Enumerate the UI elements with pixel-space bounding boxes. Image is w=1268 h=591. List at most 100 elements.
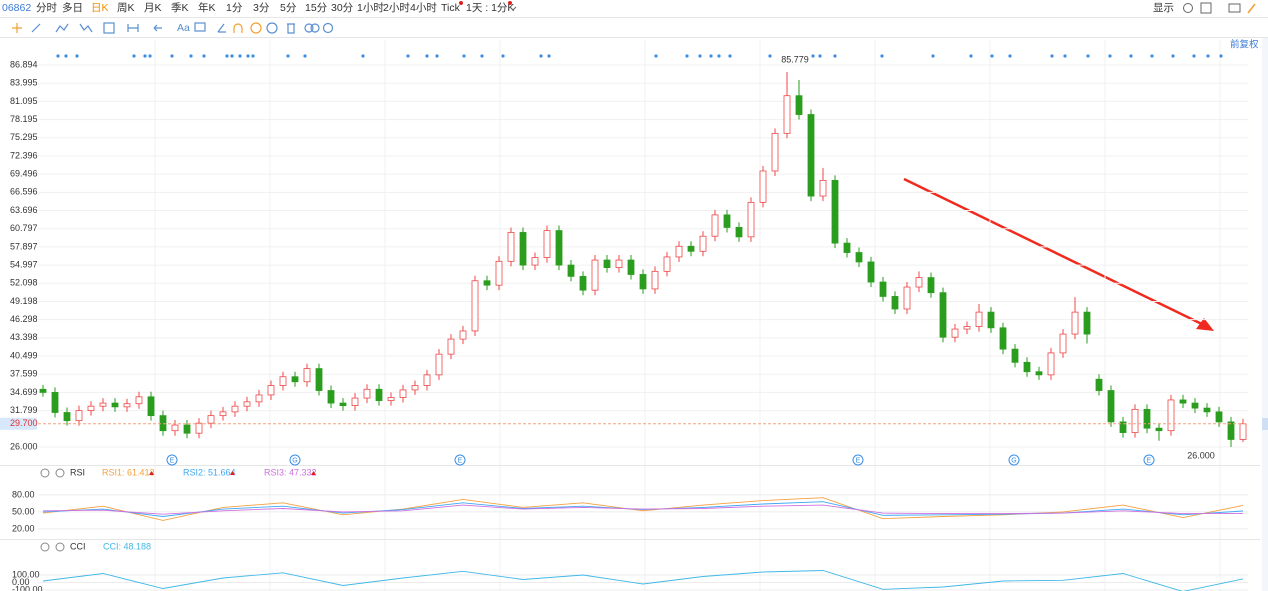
event-dot[interactable] [1050,54,1054,58]
lock-tool[interactable] [250,22,262,34]
period-tab[interactable]: 3分 [253,2,270,14]
link-tool[interactable] [304,23,314,33]
event-dot[interactable] [286,54,290,58]
event-dot[interactable] [75,54,79,58]
font-tool[interactable]: Aa [177,22,190,34]
event-dot[interactable] [818,54,822,58]
event-dot[interactable] [1108,54,1112,58]
event-dot[interactable] [64,54,68,58]
shape-tool[interactable] [103,22,115,34]
event-dot[interactable] [246,54,250,58]
layout-icon[interactable] [1200,2,1212,14]
period-tab[interactable]: 年K [198,1,216,14]
event-dot[interactable] [56,54,60,58]
period-tab[interactable]: 1小时 [357,2,384,14]
event-dot[interactable] [539,54,543,58]
display-menu[interactable]: 显示 [1153,2,1174,14]
event-marker[interactable] [166,454,178,466]
event-dot[interactable] [717,54,721,58]
event-marker[interactable] [454,454,466,466]
event-dot[interactable] [1129,54,1133,58]
event-marker[interactable] [1008,454,1020,466]
line-tool[interactable] [31,23,41,33]
edit-icon[interactable] [1247,3,1256,14]
event-dot[interactable] [251,54,255,58]
link-tool[interactable] [310,23,320,33]
period-tab[interactable]: 日K [91,2,109,14]
period-tab[interactable]: 多日 [62,1,83,14]
event-dot[interactable] [132,54,136,58]
period-tab[interactable]: 15分 [305,2,328,14]
event-dot[interactable] [969,54,973,58]
period-tab[interactable]: 季K [171,2,189,14]
event-dot[interactable] [1206,54,1210,58]
event-dot[interactable] [480,54,484,58]
period-tab[interactable]: 周K [117,2,135,14]
event-dot[interactable] [170,54,174,58]
period-tab[interactable]: 30分 [331,2,354,14]
event-dot[interactable] [462,54,466,58]
period-tab[interactable]: Tick [441,2,461,14]
panel-settings[interactable] [40,542,50,552]
period-tab[interactable]: 月K [144,2,162,14]
event-marker[interactable] [852,454,864,466]
event-dot[interactable] [709,54,713,58]
period-tab[interactable]: 2小时 [383,2,410,14]
hide-tool[interactable] [266,22,278,34]
period-tab[interactable]: 1分 [226,2,243,14]
event-dot[interactable] [189,54,193,58]
event-dot[interactable] [1150,54,1154,58]
delete-tool[interactable] [287,23,295,34]
note-tool[interactable] [194,22,206,32]
event-dot[interactable] [425,54,429,58]
event-dot[interactable] [202,54,206,58]
event-dot[interactable] [547,54,551,58]
event-dot[interactable] [230,54,234,58]
event-dot[interactable] [768,54,772,58]
event-dot[interactable] [225,54,229,58]
event-dot[interactable] [685,54,689,58]
panel-settings[interactable] [40,468,50,478]
camera-icon[interactable] [1228,3,1241,13]
settings-icon[interactable] [1183,3,1193,13]
magnet-tool[interactable] [233,23,243,33]
period-tab[interactable]: 分时 [36,2,57,14]
event-marker[interactable] [1143,454,1155,466]
period-tab[interactable]: 4小时 [410,2,437,14]
panel-close[interactable] [55,542,65,552]
event-dot[interactable] [728,54,732,58]
event-dot[interactable] [990,54,994,58]
event-dot[interactable] [1219,54,1223,58]
event-dot[interactable] [1008,54,1012,58]
event-dot[interactable] [811,54,815,58]
event-dot[interactable] [833,54,837,58]
adjust-label[interactable]: 前复权 [1230,39,1259,51]
settings-tool[interactable] [322,22,334,34]
wave-tool[interactable] [79,23,93,33]
event-dot[interactable] [143,54,147,58]
event-dot[interactable] [1086,54,1090,58]
event-dot[interactable] [238,54,242,58]
event-dot[interactable] [406,54,410,58]
event-dot[interactable] [148,54,152,58]
scrollbar-thumb[interactable] [1262,418,1268,430]
polyline-tool[interactable] [55,23,69,33]
event-dot[interactable] [880,54,884,58]
event-marker[interactable] [289,454,301,466]
event-dot[interactable] [1192,54,1196,58]
period-tab[interactable]: 5分 [280,2,297,14]
event-dot[interactable] [1063,54,1067,58]
event-dot[interactable] [303,54,307,58]
panel-close[interactable] [55,468,65,478]
event-dot[interactable] [931,54,935,58]
angle-tool[interactable] [217,23,226,33]
event-dot[interactable] [361,54,365,58]
measure-tool[interactable] [127,24,139,32]
period-tab[interactable]: 1天 : 1分K [466,2,514,14]
event-dot[interactable] [654,54,658,58]
event-dot[interactable] [501,54,505,58]
crosshair-tool[interactable] [12,23,22,33]
event-dot[interactable] [435,54,439,58]
event-dot[interactable] [1171,54,1175,58]
event-dot[interactable] [698,54,702,58]
